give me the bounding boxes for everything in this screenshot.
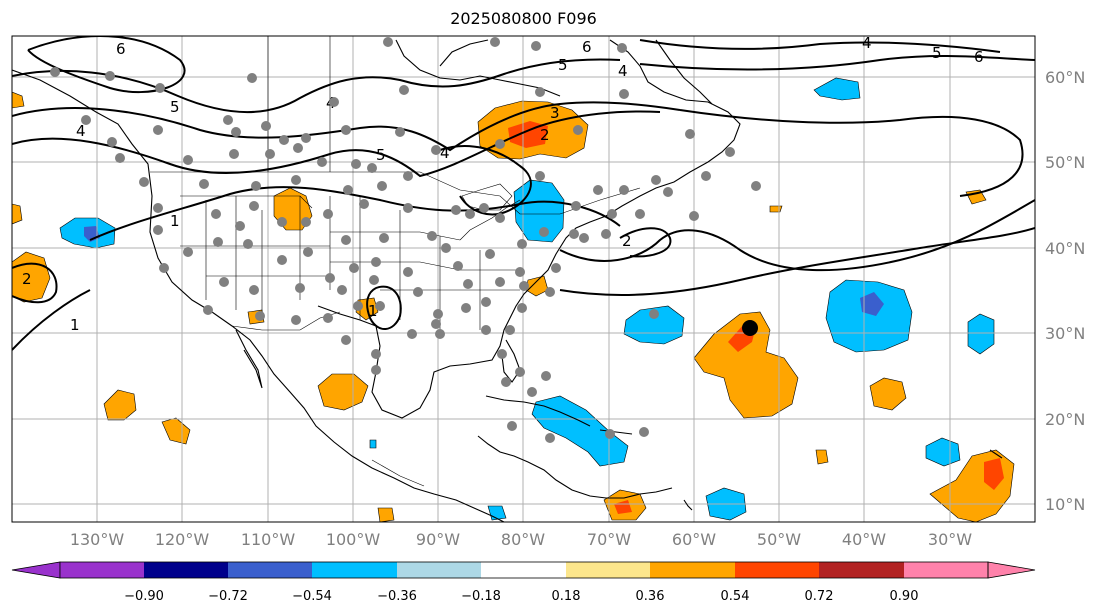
colorbar-tick-label: −0.18	[461, 589, 501, 604]
contour-line-1-south	[12, 289, 91, 351]
latitude-axis: 60°N 50°N 40°N 30°N 20°N 10°N	[1045, 68, 1085, 514]
colorbar-segment	[566, 562, 650, 578]
colorbar-tick-label: −0.90	[124, 589, 164, 604]
contour-label: 4	[618, 62, 628, 80]
contour-line-2-south	[12, 262, 58, 304]
colorbar: −0.90 −0.72 −0.54 −0.36 −0.18 0.18 0.36 …	[11, 561, 1036, 604]
lon-label-80w: 80°W	[501, 530, 545, 549]
colorbar-tick-label: 0.90	[890, 589, 919, 604]
contour-label: 2	[622, 232, 632, 250]
lon-label-60w: 60°W	[672, 530, 716, 549]
contour-line-north-atlantic-5	[639, 54, 1035, 71]
contour-line-1-west	[89, 186, 621, 241]
cold-anomaly-atlantic-west	[623, 305, 685, 345]
contour-line-5	[12, 58, 621, 113]
colorbar-segment	[312, 562, 397, 578]
contour-label: 1	[368, 302, 378, 320]
lon-label-30w: 30°W	[928, 530, 972, 549]
lat-lon-grid	[12, 36, 1035, 522]
lon-label-70w: 70°W	[587, 530, 631, 549]
contour-label: 6	[974, 48, 984, 66]
storm-center-marker	[742, 320, 758, 336]
colorbar-tick-label: −0.36	[377, 589, 417, 604]
colorbar-tick-label: 0.36	[636, 589, 665, 604]
cold-anomaly-caribbean	[531, 395, 629, 467]
figure-title: 2025080800 F096	[450, 9, 597, 28]
cold-core-central-atlantic	[860, 292, 884, 316]
lon-label-50w: 50°W	[757, 530, 801, 549]
lat-label-50n: 50°N	[1045, 153, 1085, 172]
lon-label-110w: 110°W	[241, 530, 296, 549]
contour-label: 5	[170, 98, 180, 116]
colorbar-segment	[819, 562, 904, 578]
colorbar-tick-label: 0.72	[805, 589, 834, 604]
contour-line-north-atlantic-4	[679, 109, 1024, 197]
contour-label: 1	[170, 212, 180, 230]
contour-label: 2	[540, 126, 550, 144]
lat-label-20n: 20°N	[1045, 410, 1085, 429]
colorbar-tick-label: −0.54	[292, 589, 332, 604]
colorbar-overflow-arrow	[987, 561, 1036, 579]
lat-label-30n: 30°N	[1045, 324, 1085, 343]
contour-label: 5	[376, 146, 386, 164]
colorbar-segment	[481, 562, 566, 578]
colorbar-segment	[397, 562, 481, 578]
contour-line-3	[12, 110, 661, 178]
map-frame	[11, 35, 1036, 523]
colorbar-segment	[60, 562, 144, 578]
colorbar-segment	[144, 562, 228, 578]
coastlines	[12, 39, 1003, 522]
contour-label: 4	[76, 122, 86, 140]
warm-anomaly-mexico	[317, 373, 369, 411]
contour-label: 5	[932, 44, 942, 62]
contour-label-group: 6 5 6 5 4 3 2 4 5 6 4 5 4 4 1 2 2 1 1	[22, 34, 984, 334]
contour-line-maritime	[619, 227, 672, 258]
colorbar-tick-label: 0.18	[552, 589, 581, 604]
contour-line-atlantic-long	[559, 227, 1035, 296]
contour-label: 6	[116, 40, 126, 58]
lon-label-40w: 40°W	[842, 530, 886, 549]
contour-line-texas-low	[366, 285, 402, 330]
colorbar-segment	[904, 562, 988, 578]
anomaly-shading	[12, 77, 1015, 522]
colorbar-tick-label: 0.54	[721, 589, 750, 604]
contour-label: 2	[22, 270, 32, 288]
lon-label-130w: 130°W	[70, 530, 125, 549]
contour-line-north-atlantic-6	[639, 39, 1001, 53]
colorbar-segment	[228, 562, 312, 578]
lat-label-10n: 10°N	[1045, 495, 1085, 514]
station-dots	[50, 37, 761, 443]
contour-line-2-east	[559, 199, 1035, 272]
contour-label: 6	[582, 38, 592, 56]
colorbar-segment	[735, 562, 819, 578]
contour-label: 4	[862, 34, 872, 52]
contour-line-great-lakes	[439, 145, 532, 216]
cold-anomaly-central-atlantic	[825, 279, 913, 353]
contour-label: 5	[558, 56, 568, 74]
lat-label-40n: 40°N	[1045, 239, 1085, 258]
colorbar-tick-label: −0.72	[208, 589, 248, 604]
contour-line-4	[12, 101, 681, 152]
lon-label-90w: 90°W	[416, 530, 460, 549]
lat-label-60n: 60°N	[1045, 68, 1085, 87]
contour-label: 1	[70, 316, 80, 334]
lon-label-100w: 100°W	[326, 530, 381, 549]
warm-anomaly-atlantic-storm	[693, 311, 799, 419]
contour-label: 3	[550, 104, 560, 122]
lon-label-120w: 120°W	[155, 530, 210, 549]
contour-label: 4	[440, 144, 450, 162]
strong-warm-core-east-atlantic	[984, 458, 1004, 490]
colorbar-segment	[650, 562, 735, 578]
colorbar-underflow-arrow	[11, 561, 61, 579]
longitude-axis: 130°W 120°W 110°W 100°W 90°W 80°W 70°W 6…	[70, 530, 972, 549]
